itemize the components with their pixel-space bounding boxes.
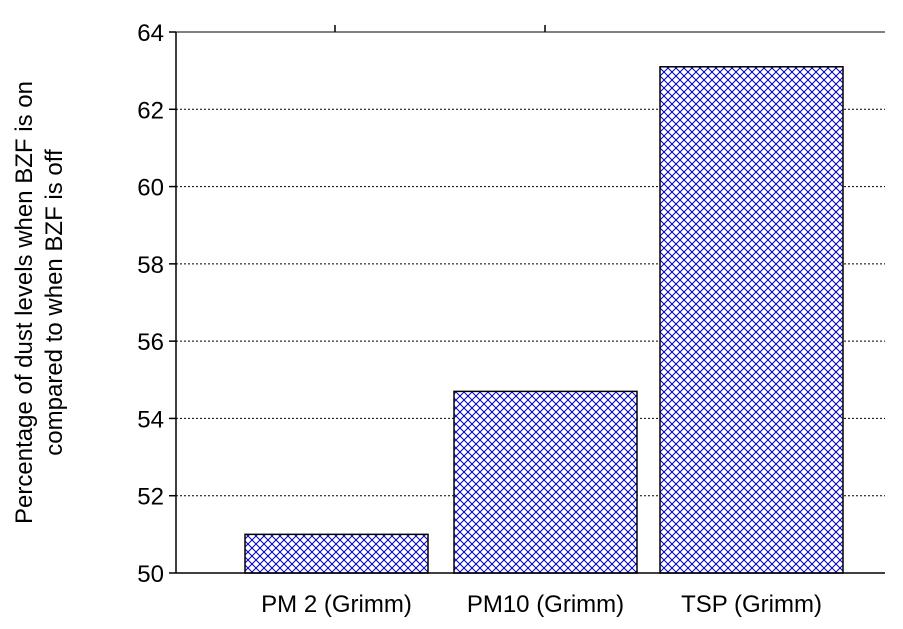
y-tick-label: 60 xyxy=(137,175,164,202)
y-tick-label: 52 xyxy=(137,484,164,511)
y-tick-label: 58 xyxy=(137,252,164,279)
y-tick-label: 50 xyxy=(137,561,164,588)
x-tick-label: PM 2 (Grimm) xyxy=(261,591,412,618)
bar xyxy=(453,390,638,574)
y-tick-label: 54 xyxy=(137,406,164,433)
y-axis-label-line-1: Percentage of dust levels when BZF is on xyxy=(11,81,38,524)
y-tick-label: 64 xyxy=(137,20,164,47)
bars xyxy=(244,66,844,574)
y-tick-label: 56 xyxy=(137,329,164,356)
y-axis-label-line-2: compared to when BZF is off xyxy=(41,149,68,456)
x-tick-label: PM10 (Grimm) xyxy=(467,591,624,618)
axes xyxy=(175,31,885,574)
x-tick-labels: PM 2 (Grimm) PM10 (Grimm) TSP (Grimm) xyxy=(261,25,822,618)
x-tick-label: TSP (Grimm) xyxy=(681,591,822,618)
bar xyxy=(659,66,844,574)
y-tick-labels: 50 52 54 56 58 60 62 64 xyxy=(137,20,176,588)
y-tick-label: 62 xyxy=(137,97,164,124)
bar xyxy=(244,533,429,574)
